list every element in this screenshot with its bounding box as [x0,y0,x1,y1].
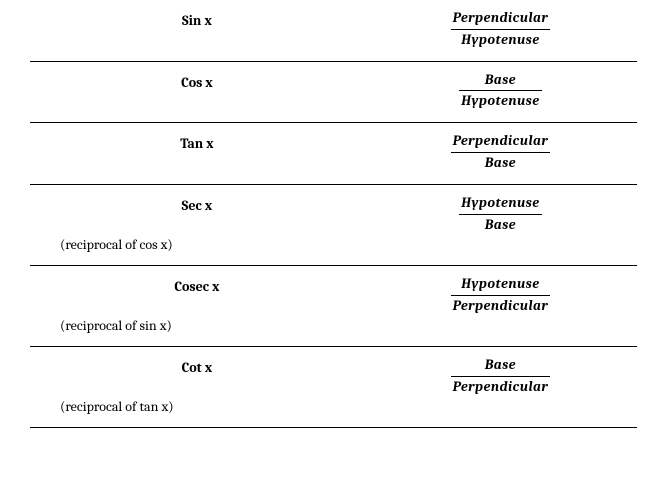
function-name: Cosec x [174,278,219,295]
reciprocal-note: (reciprocal of tan x) [30,398,174,415]
numerator: Base [451,357,551,377]
denominator: Hypotenuse [459,91,541,110]
ratio-cell: Perpendicular Hypotenuse [364,10,637,49]
table-row: Cot x (reciprocal of tan x) Base Perpend… [30,347,637,428]
fraction: Base Hypotenuse [459,72,541,111]
function-name: Sin x [182,12,212,29]
ratio-cell: Base Hypotenuse [364,72,637,111]
function-cell: Cosec x (reciprocal of sin x) [30,276,364,334]
table-row: Cos x Base Hypotenuse [30,62,637,124]
numerator: Hypotenuse [459,195,541,215]
denominator: Base [451,153,551,172]
function-cell: Cot x (reciprocal of tan x) [30,357,364,415]
ratio-cell: Perpendicular Base [364,133,637,172]
function-cell: Cos x [30,72,364,111]
denominator: Perpendicular [451,377,551,396]
function-name: Tan x [180,135,213,152]
table-row: Cosec x (reciprocal of sin x) Hypotenuse… [30,266,637,347]
trig-table: Sin x Perpendicular Hypotenuse Cos x Bas… [0,0,667,428]
fraction: Base Perpendicular [451,357,551,396]
denominator: Hypotenuse [451,30,551,49]
function-name: Cos x [181,74,213,91]
denominator: Base [459,215,541,234]
numerator: Base [459,72,541,92]
table-row: Sec x (reciprocal of cos x) Hypotenuse B… [30,185,637,266]
function-cell: Tan x [30,133,364,172]
reciprocal-note: (reciprocal of sin x) [30,317,172,334]
numerator: Hypotenuse [451,276,551,296]
reciprocal-note: (reciprocal of cos x) [30,236,173,253]
fraction: Hypotenuse Perpendicular [451,276,551,315]
function-cell: Sin x [30,10,364,49]
numerator: Perpendicular [451,10,551,30]
function-name: Sec x [182,197,213,214]
ratio-cell: Hypotenuse Perpendicular [364,276,637,334]
fraction: Hypotenuse Base [459,195,541,234]
numerator: Perpendicular [451,133,551,153]
fraction: Perpendicular Hypotenuse [451,10,551,49]
table-row: Sin x Perpendicular Hypotenuse [30,0,637,62]
function-cell: Sec x (reciprocal of cos x) [30,195,364,253]
ratio-cell: Base Perpendicular [364,357,637,415]
fraction: Perpendicular Base [451,133,551,172]
denominator: Perpendicular [451,296,551,315]
table-row: Tan x Perpendicular Base [30,123,637,185]
function-name: Cot x [182,359,213,376]
ratio-cell: Hypotenuse Base [364,195,637,253]
